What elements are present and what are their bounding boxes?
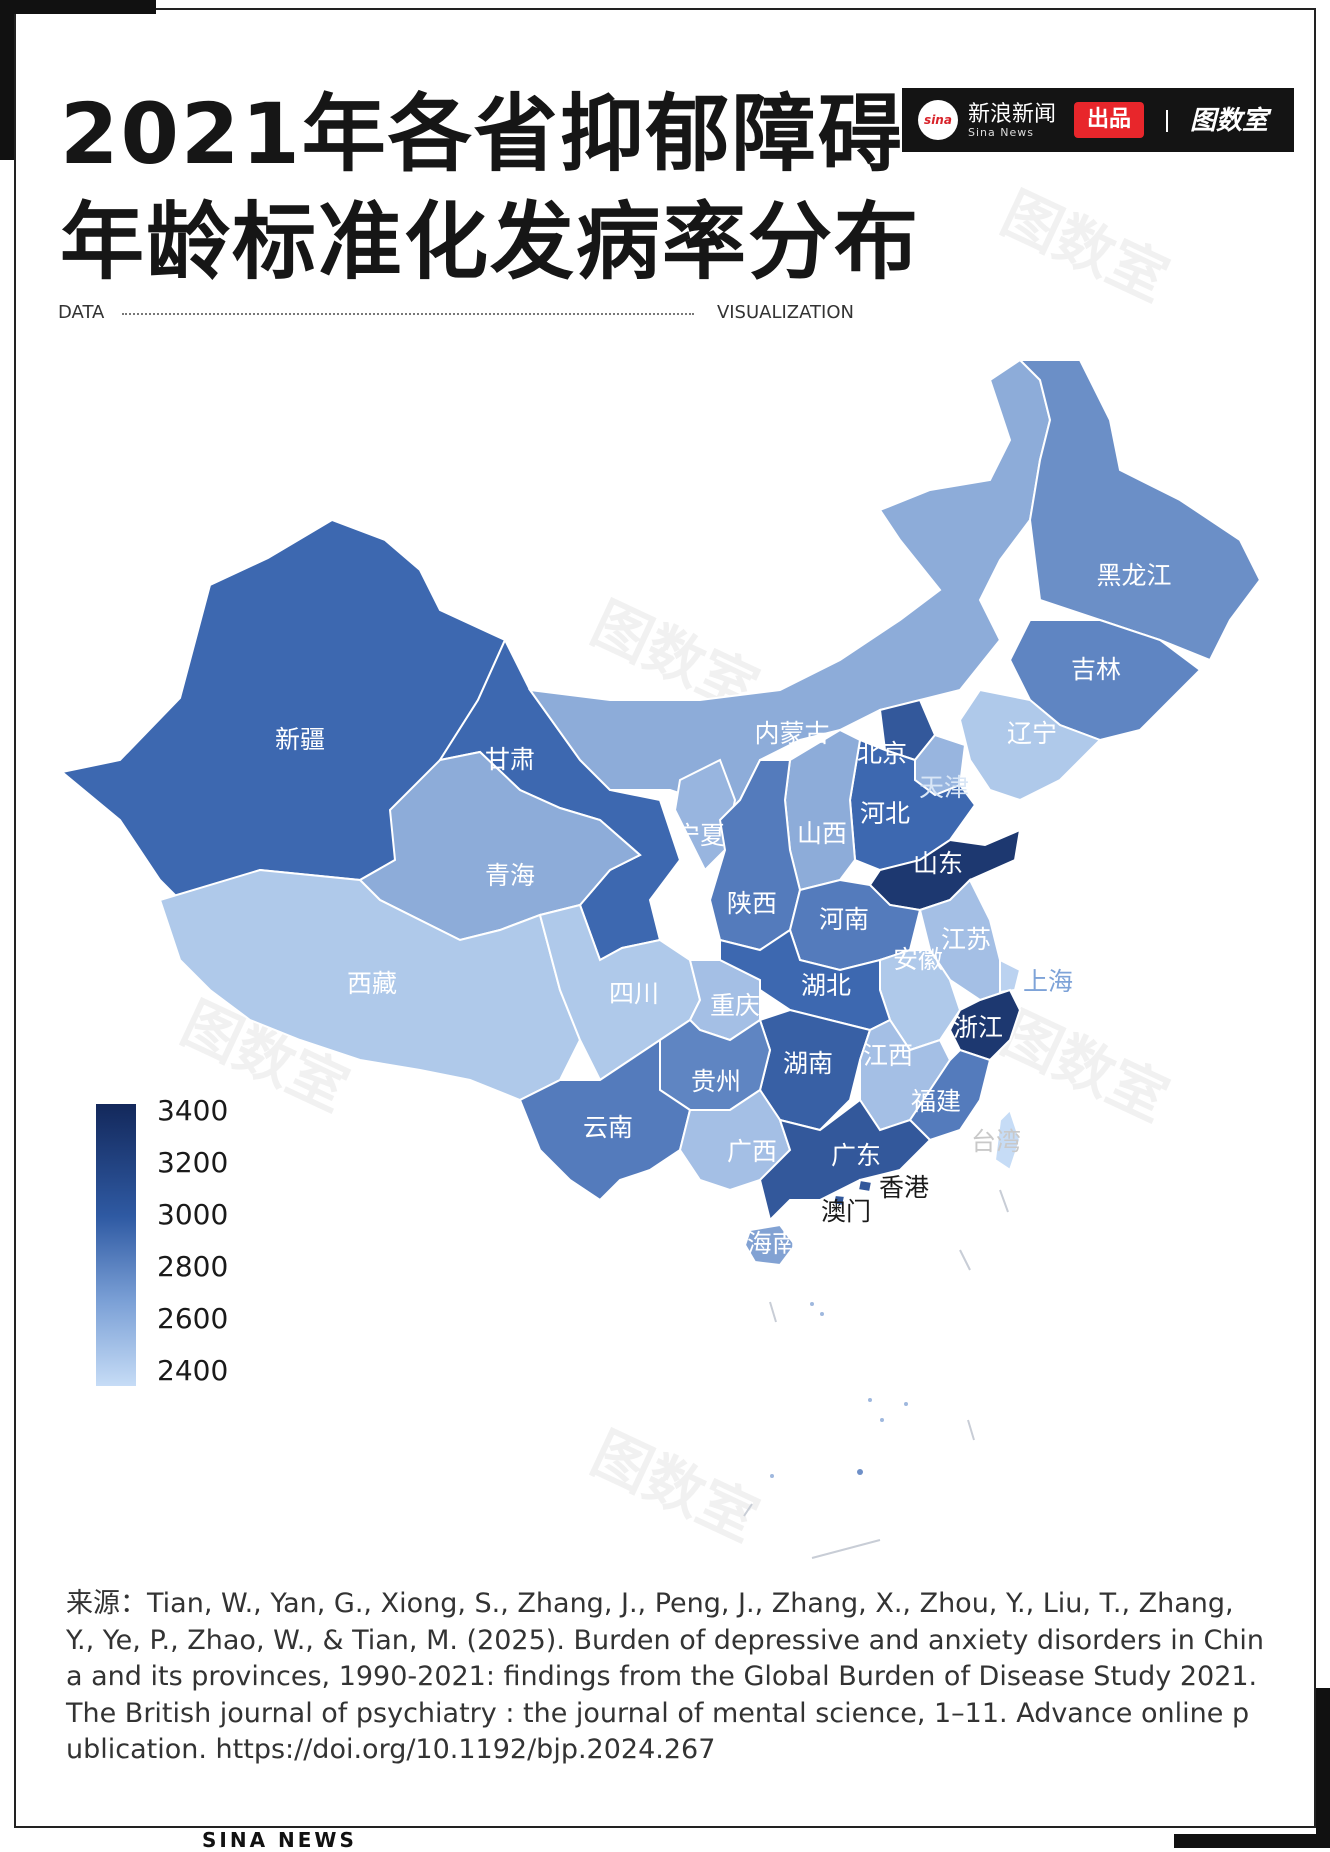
visualization-label: VISUALIZATION	[716, 302, 854, 323]
province-label: 贵州	[691, 1067, 741, 1096]
source-citation: 来源：Tian, W., Yan, G., Xiong, S., Zhang, …	[66, 1588, 1265, 1765]
province-4	[1008, 619, 1202, 742]
south-china-sea-islands	[743, 1189, 1009, 1559]
province-11	[673, 758, 737, 872]
page-title: 2021年各省抑郁障碍 年龄标准化发病率分布	[60, 80, 920, 296]
title-line-1: 2021年各省抑郁障碍	[60, 85, 904, 183]
province-label: 湖南	[783, 1049, 833, 1078]
data-visualization-rule: DATA VISUALIZATION	[58, 302, 854, 326]
studio-logo: 图数室	[1190, 106, 1269, 136]
province-32	[831, 1193, 847, 1208]
footer-brand: SINA NEWS	[196, 1828, 363, 1852]
province-30	[758, 1098, 932, 1222]
legend-tick: 2400	[157, 1354, 229, 1387]
province-label: 吉林	[1071, 655, 1121, 684]
corner-mark-bottom-right	[1316, 1688, 1330, 1848]
province-label: 山东	[913, 849, 963, 878]
province-label: 宁夏	[675, 821, 725, 850]
brand-banner: sina 新浪新闻 Sina News 出品 图数室	[902, 88, 1294, 152]
province-28	[993, 1108, 1022, 1172]
province-label: 澳门	[821, 1197, 871, 1226]
province-label: 天津	[919, 773, 969, 802]
province-label: 河南	[819, 905, 869, 934]
brand-name: 新浪新闻	[968, 102, 1057, 127]
province-22	[948, 988, 1022, 1062]
province-label: 江苏	[941, 925, 991, 954]
legend-tick: 2800	[157, 1250, 229, 1283]
province-label: 江西	[863, 1041, 913, 1070]
page-frame	[14, 8, 1316, 1828]
province-label: 云南	[583, 1113, 633, 1142]
province-18	[999, 958, 1022, 994]
province-label: 西藏	[347, 969, 397, 998]
province-31	[856, 1178, 874, 1194]
dotted-divider	[122, 313, 694, 315]
province-label: 上海	[1023, 967, 1073, 996]
legend-tick: 3200	[157, 1146, 229, 1179]
province-label: 甘肃	[485, 745, 535, 774]
legend-color-bar	[96, 1104, 136, 1386]
province-3	[1018, 360, 1262, 662]
title-line-2: 年龄标准化发病率分布	[60, 193, 921, 291]
sina-logo-icon: sina	[918, 100, 958, 140]
province-label: 青海	[485, 861, 535, 890]
province-label: 山西	[797, 819, 847, 848]
corner-mark-left	[0, 0, 14, 160]
province-33	[743, 1223, 797, 1267]
province-label: 安徽	[893, 945, 943, 974]
brand-subtitle: Sina News	[968, 126, 1034, 139]
corner-mark-bottom-right-h	[1174, 1834, 1330, 1848]
produced-badge: 出品	[1074, 102, 1144, 138]
corner-mark-top-left	[0, 0, 156, 14]
province-label: 重庆	[710, 991, 760, 1020]
province-label: 黑龙江	[1096, 561, 1171, 590]
province-label: 内蒙古	[754, 719, 829, 748]
province-13	[158, 868, 582, 1102]
province-label: 海南	[747, 1229, 797, 1258]
province-label: 河北	[860, 799, 910, 828]
legend-tick: 3000	[157, 1198, 229, 1231]
province-5	[958, 688, 1102, 802]
province-label: 陕西	[727, 889, 777, 918]
province-10	[783, 728, 862, 892]
province-label: 北京	[857, 739, 907, 768]
data-label: DATA	[58, 302, 105, 323]
brand-separator	[1166, 110, 1168, 132]
province-label: 福建	[911, 1087, 961, 1116]
province-label: 广东	[831, 1141, 881, 1170]
province-label: 台湾	[971, 1127, 1021, 1156]
province-label: 湖北	[801, 971, 851, 1000]
province-label: 香港	[879, 1173, 929, 1202]
province-label: 辽宁	[1007, 719, 1057, 748]
legend-tick: 3400	[157, 1094, 229, 1127]
province-label: 广西	[727, 1137, 777, 1166]
province-label: 四川	[609, 979, 659, 1008]
legend-tick: 2600	[157, 1302, 229, 1335]
province-label: 新疆	[275, 725, 325, 754]
province-26	[518, 1038, 692, 1202]
province-label: 浙江	[953, 1013, 1003, 1042]
